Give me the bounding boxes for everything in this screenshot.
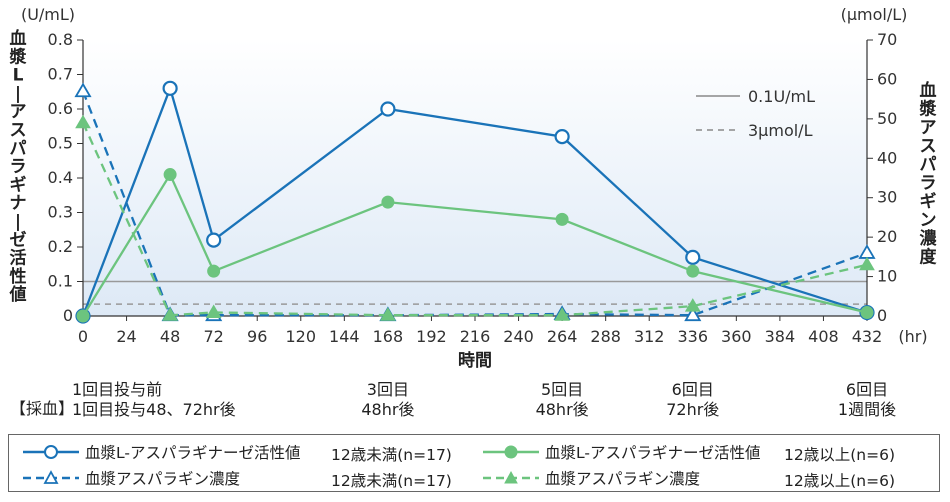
data-point: [162, 307, 178, 321]
sampling-label: 3回目 48hr後: [328, 380, 448, 420]
chart-svg: 0.1U/mL 3μmol/L 0 0.1 0.2 0.3 0.4 0.5 0.6 0.7 0.8…: [9, 5, 938, 371]
y-right-tick-label: 60: [877, 69, 897, 88]
data-point: [76, 309, 90, 323]
data-point: [860, 306, 874, 320]
sampling-line: 6回目: [671, 380, 714, 399]
y-left-unit: (U/mL): [21, 5, 75, 24]
legend-group-label: 12歳未満(n=17): [331, 472, 452, 490]
y-left-tick-label: 0.7: [48, 65, 73, 84]
data-point: [554, 129, 570, 145]
x-tick-label: 432: [852, 327, 883, 346]
data-point: [859, 256, 875, 271]
y-right-tick-label: 0: [877, 306, 887, 325]
x-tick-label: 288: [590, 327, 621, 346]
y-left-tick-label: 0.3: [48, 203, 73, 222]
x-axis-label: 時間: [458, 350, 492, 371]
legend-group-label: 12歳以上(n=6): [784, 472, 895, 490]
y-right-tick-label: 30: [877, 188, 897, 207]
legend-label: 血漿L-アスパラギナーゼ活性値: [545, 444, 761, 462]
x-unit: (hr): [898, 327, 927, 346]
legend-group-label: 12歳以上(n=6): [784, 446, 895, 464]
x-tick-label: 384: [765, 327, 796, 346]
data-point: [684, 306, 702, 322]
legend-label: 血漿L-アスパラギナーゼ活性値: [85, 444, 301, 462]
x-tick-label: 240: [503, 327, 534, 346]
x-tick-label: 120: [286, 327, 317, 346]
legend: 血漿L-アスパラギナーゼ活性値 12歳未満(n=17) 血漿アスパラギン濃度 1…: [8, 434, 940, 492]
sampling-title: 【採血】: [10, 399, 75, 418]
data-point: [206, 232, 222, 248]
sampling-line: 1週間後: [837, 400, 897, 419]
sampling-line: 5回目: [541, 380, 584, 399]
sampling-label: 5回目 48hr後: [502, 380, 622, 420]
y-right-tick-label: 50: [877, 109, 897, 128]
data-point: [207, 264, 221, 278]
legend-item-activity-over12: 血漿L-アスパラギナーゼ活性値: [481, 441, 760, 463]
legend-label: 血漿アスパラギン濃度: [85, 470, 241, 488]
data-point: [685, 249, 701, 265]
data-point: [380, 307, 396, 321]
y-right-unit: (μmol/L): [841, 5, 908, 24]
y-right-tick-label: 70: [877, 30, 897, 49]
y-left-tick-label: 0.2: [48, 237, 73, 256]
y-left-axis-label: 血漿 L |アスパラギナ|ゼ活性値: [9, 28, 27, 305]
sampling-label: 6回目 72hr後: [633, 380, 753, 420]
sampling-label: 6回目 1週間後: [807, 380, 927, 420]
x-tick-label: 144: [329, 327, 360, 346]
data-point: [684, 298, 701, 312]
legend-item-asn-under12: 血漿アスパラギン濃度: [21, 467, 240, 489]
y-left-tick-label: 0.6: [48, 99, 73, 118]
x-tick-label: 408: [808, 327, 839, 346]
y-left-tick-label: 0.8: [48, 30, 73, 49]
x-tick-label: 216: [460, 327, 491, 346]
y-left-tick-label: 0.5: [48, 134, 73, 153]
data-point: [75, 114, 91, 129]
sampling-line: 6回目: [845, 380, 889, 399]
data-point: [555, 212, 569, 226]
sampling-line: 48hr後: [361, 400, 415, 419]
data-point: [381, 195, 395, 209]
legend-label: 血漿アスパラギン濃度: [545, 470, 701, 488]
y-right-tick-label: 40: [877, 148, 897, 167]
data-point: [380, 101, 396, 117]
sampling-label: 1回目投与前 1回目投与48、72hr後: [72, 380, 236, 420]
y-right-axis-label: 血漿アスパラギン濃度: [919, 80, 938, 268]
legend-item-activity-under12: 血漿L-アスパラギナーゼ活性値: [21, 441, 300, 463]
x-tick-label: 168: [373, 327, 404, 346]
legend-marker-line-filled-circle: [483, 445, 539, 459]
sampling-line: 48hr後: [535, 400, 589, 419]
legend-marker-dash-open-triangle: [23, 470, 79, 484]
y-left-tick-label: 0.1: [48, 272, 73, 291]
legend-marker-dash-filled-triangle: [483, 470, 539, 484]
x-tick-label: 72: [203, 327, 223, 346]
reference-label: 3μmol/L: [748, 121, 813, 140]
data-point: [205, 304, 222, 318]
legend-item-asn-over12: 血漿アスパラギン濃度: [481, 467, 700, 489]
x-tick-label: 360: [721, 327, 752, 346]
data-point: [554, 307, 570, 321]
y-left-tick-label: 0: [63, 306, 73, 325]
x-tick-label: 0: [78, 327, 88, 346]
x-tick-label: 264: [547, 327, 578, 346]
x-tick-label: 336: [678, 327, 709, 346]
legend-group-label: 12歳未満(n=17): [331, 446, 452, 464]
x-tick-label: 96: [247, 327, 267, 346]
y-right-tick-label: 20: [877, 227, 897, 246]
x-tick-label: 312: [634, 327, 665, 346]
legend-marker-line-open-circle: [23, 445, 79, 459]
data-point: [162, 80, 178, 96]
reference-label: 0.1U/mL: [748, 87, 815, 106]
x-tick-label: 24: [116, 327, 136, 346]
sampling-line: 1回目投与前: [72, 380, 163, 399]
data-point: [686, 264, 700, 278]
sampling-line: 72hr後: [666, 400, 720, 419]
sampling-line: 3回目: [366, 380, 409, 399]
x-tick-label: 48: [160, 327, 180, 346]
x-tick-label: 192: [416, 327, 447, 346]
data-point: [74, 82, 92, 98]
y-left-tick-label: 0.4: [48, 168, 73, 187]
y-right-tick-label: 10: [877, 267, 897, 286]
sampling-line: 1回目投与48、72hr後: [72, 400, 236, 419]
data-point: [163, 168, 177, 182]
